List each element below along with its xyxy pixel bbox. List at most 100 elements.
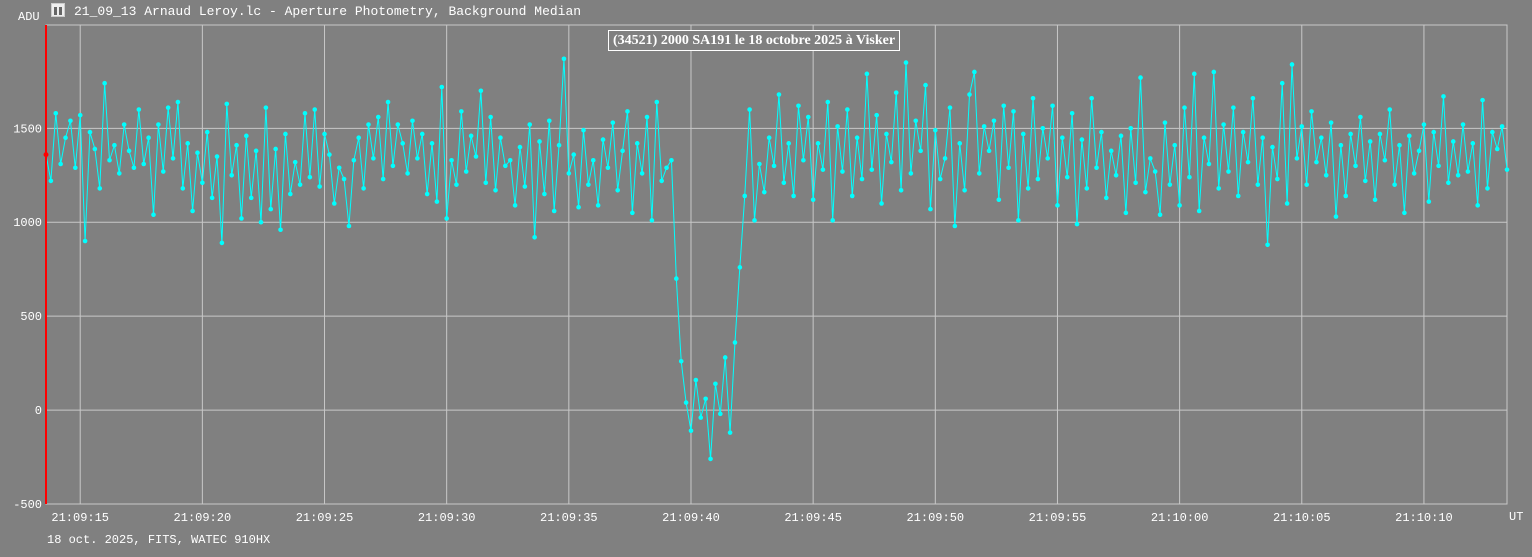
data-point [390,163,396,169]
data-point [121,122,127,127]
grid [45,24,1508,505]
data-point [820,167,826,172]
data-point [688,428,694,434]
data-point [1343,193,1349,199]
data-point [131,165,137,171]
data-point [630,210,635,216]
data-point [459,109,464,114]
data-point [1333,214,1339,219]
data-point [884,131,889,137]
data-point [595,203,601,208]
x-tick-label: 21:09:30 [418,511,476,525]
plot-frame [45,24,1508,505]
data-point [698,415,704,420]
data-point [156,122,161,127]
data-point [996,197,1002,202]
data-point [1494,146,1500,152]
data-point [200,180,205,186]
data-point [1143,189,1148,195]
data-point [278,227,283,233]
data-point [268,206,274,212]
data-point [1172,142,1178,148]
data-point [1099,129,1104,135]
data-point [1319,135,1324,141]
data-point [1235,193,1241,199]
data-point [77,112,83,118]
data-point [972,69,977,75]
data-point [1416,148,1422,154]
data-point [1201,135,1207,141]
data-point [542,191,547,197]
data-point [434,199,440,204]
data-point [1279,80,1285,86]
data-point [439,84,445,90]
data-point [835,124,840,129]
data-point [1104,195,1109,201]
data-point [581,127,586,133]
data-point [1025,186,1031,191]
x-tick-label: 21:10:10 [1395,511,1453,525]
data-point [63,135,68,141]
data-point [444,216,449,221]
x-tick-label: 21:09:40 [662,511,720,525]
cursor [43,25,49,504]
data-point [634,141,640,146]
data-point [815,141,821,146]
data-point [1255,182,1261,187]
data-point [610,120,616,125]
data-point [1299,124,1305,129]
data-point [1372,197,1378,202]
data-point [175,99,181,105]
x-tick-label: 21:09:45 [784,511,842,525]
data-point [449,157,454,163]
data-point [1094,165,1099,171]
data-point [869,167,875,172]
data-point [796,103,801,109]
data-point [1079,137,1085,142]
data-point [1177,203,1182,208]
data-point [53,110,59,116]
data-point [810,197,816,202]
x-tick-label: 21:10:00 [1151,511,1209,525]
data-point [1006,165,1011,171]
data-point [590,157,596,163]
data-point [1490,129,1495,135]
data-point [991,118,997,124]
data-point [468,133,474,139]
data-point [219,240,225,246]
tick-labels: -500 0 500 1000 1500 21:09:15 21:09:20 21:09:25… [13,122,1453,525]
data-point [1465,169,1471,174]
data-point [1240,129,1246,135]
footer-info: 18 oct. 2025, FITS, WATEC 910HX [47,533,271,547]
data-point [620,148,625,154]
data-point [1328,120,1334,125]
data-point [317,184,322,189]
data-point [928,206,933,212]
data-point [87,129,93,135]
data-point [551,208,557,214]
data-point [840,169,845,174]
x-tick-label: 21:09:20 [174,511,232,525]
data-point [1387,107,1393,112]
data-point [1455,172,1461,178]
data-point [1289,62,1295,67]
data-point [1406,133,1412,139]
data-point [1191,71,1197,77]
data-point [400,141,405,146]
data-point [727,430,733,435]
data-point [1069,110,1075,116]
data-point [605,165,611,171]
data-point [1167,182,1173,187]
data-point [722,355,728,360]
data-point [229,172,234,178]
data-point [351,157,357,163]
data-point [864,71,870,77]
data-point [1284,201,1290,206]
data-point [1348,131,1353,137]
data-point [874,112,879,118]
data-point [253,148,259,154]
data-point [1162,120,1168,125]
data-point [1265,242,1270,248]
data-point [1402,210,1407,216]
data-point [512,203,518,208]
